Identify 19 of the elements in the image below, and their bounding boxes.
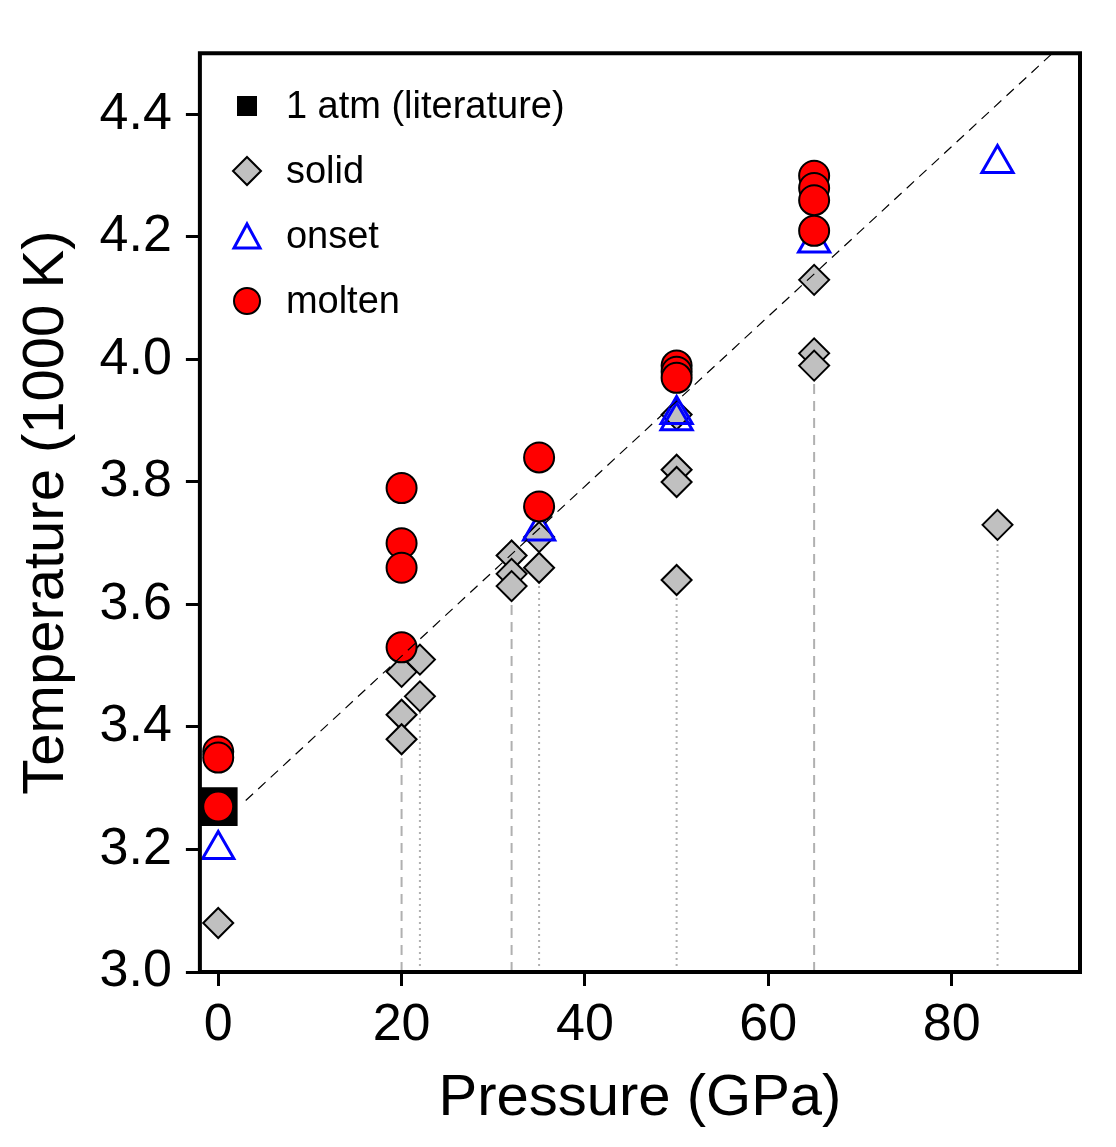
legend-label: onset bbox=[285, 213, 379, 259]
y-tick-label: 3.2 bbox=[99, 816, 172, 875]
x-tick-label: 60 bbox=[739, 992, 798, 1051]
y-tick-label: 3.0 bbox=[99, 939, 172, 998]
x-tick-label: 20 bbox=[372, 992, 431, 1051]
x-tick-label: 40 bbox=[556, 992, 614, 1051]
x-axis-title: Pressure (GPa) bbox=[438, 1062, 842, 1128]
x-tick-label: 0 bbox=[203, 992, 233, 1051]
y-axis-title: Temperature (1000 K) bbox=[9, 230, 75, 795]
y-tick-label: 4.0 bbox=[99, 326, 172, 385]
y-tick-label: 3.6 bbox=[99, 571, 172, 630]
y-tick-label: 3.8 bbox=[99, 449, 172, 508]
y-tick-label: 4.2 bbox=[99, 204, 172, 263]
legend-label: solid bbox=[285, 148, 365, 194]
legend-label: 1 atm (literature) bbox=[285, 83, 565, 129]
x-tick-label: 80 bbox=[922, 992, 981, 1051]
y-tick-label: 4.4 bbox=[99, 81, 172, 140]
legend-label: molten bbox=[285, 278, 400, 324]
y-tick-label: 3.4 bbox=[99, 694, 172, 753]
